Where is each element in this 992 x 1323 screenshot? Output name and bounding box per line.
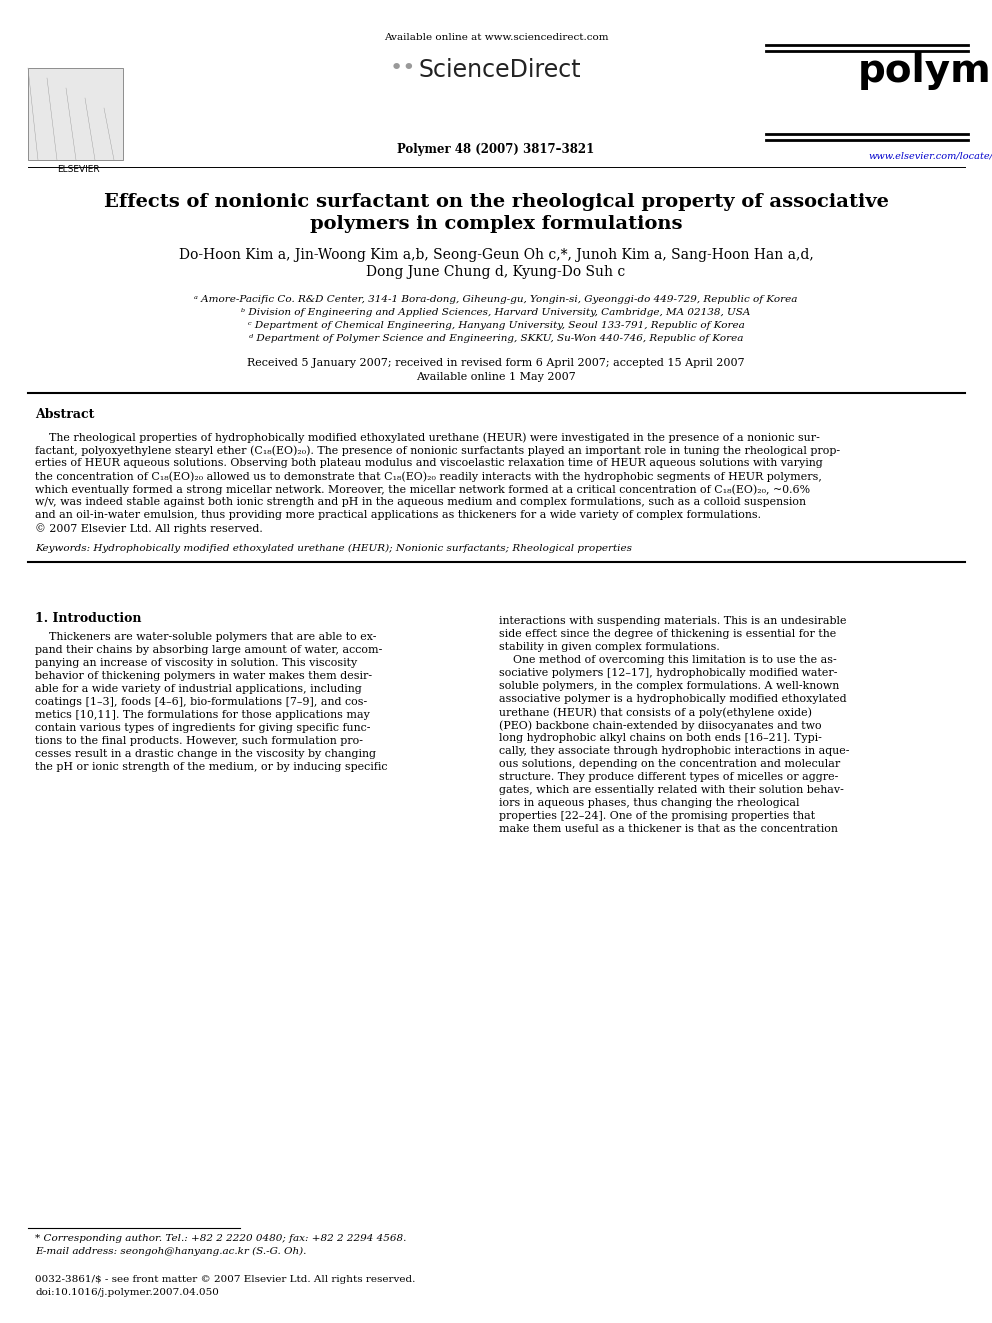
Text: pand their chains by absorbing large amount of water, accom-: pand their chains by absorbing large amo… bbox=[35, 646, 382, 655]
Text: ELSEVIER: ELSEVIER bbox=[57, 165, 99, 175]
Text: which eventually formed a strong micellar network. Moreover, the micellar networ: which eventually formed a strong micella… bbox=[35, 484, 810, 495]
Text: panying an increase of viscosity in solution. This viscosity: panying an increase of viscosity in solu… bbox=[35, 658, 357, 668]
Text: 0032-3861/$ - see front matter © 2007 Elsevier Ltd. All rights reserved.: 0032-3861/$ - see front matter © 2007 El… bbox=[35, 1275, 416, 1285]
Text: 1. Introduction: 1. Introduction bbox=[35, 613, 142, 624]
Text: * Corresponding author. Tel.: +82 2 2220 0480; fax: +82 2 2294 4568.: * Corresponding author. Tel.: +82 2 2220… bbox=[35, 1234, 407, 1244]
Text: metics [10,11]. The formulations for those applications may: metics [10,11]. The formulations for tho… bbox=[35, 710, 370, 720]
Text: (PEO) backbone chain-extended by diisocyanates and two: (PEO) backbone chain-extended by diisocy… bbox=[499, 720, 821, 730]
Text: doi:10.1016/j.polymer.2007.04.050: doi:10.1016/j.polymer.2007.04.050 bbox=[35, 1289, 219, 1297]
Text: Do-Hoon Kim a, Jin-Woong Kim a,b, Seong-Geun Oh c,*, Junoh Kim a, Sang-Hoon Han : Do-Hoon Kim a, Jin-Woong Kim a,b, Seong-… bbox=[179, 247, 813, 262]
Text: Effects of nonionic surfactant on the rheological property of associative: Effects of nonionic surfactant on the rh… bbox=[103, 193, 889, 210]
Text: cally, they associate through hydrophobic interactions in aque-: cally, they associate through hydrophobi… bbox=[499, 746, 849, 755]
Text: Received 5 January 2007; received in revised form 6 April 2007; accepted 15 Apri: Received 5 January 2007; received in rev… bbox=[247, 359, 745, 368]
Text: www.elsevier.com/locate/polymer: www.elsevier.com/locate/polymer bbox=[868, 152, 992, 161]
Text: long hydrophobic alkyl chains on both ends [16–21]. Typi-: long hydrophobic alkyl chains on both en… bbox=[499, 733, 822, 744]
Text: tions to the final products. However, such formulation pro-: tions to the final products. However, su… bbox=[35, 736, 363, 746]
Bar bbox=[28, 67, 123, 160]
Text: gates, which are essentially related with their solution behav-: gates, which are essentially related wit… bbox=[499, 785, 844, 795]
Text: coatings [1–3], foods [4–6], bio-formulations [7–9], and cos-: coatings [1–3], foods [4–6], bio-formula… bbox=[35, 697, 367, 706]
Text: Keywords: Hydrophobically modified ethoxylated urethane (HEUR); Nonionic surfact: Keywords: Hydrophobically modified ethox… bbox=[35, 544, 632, 553]
Text: the pH or ionic strength of the medium, or by inducing specific: the pH or ionic strength of the medium, … bbox=[35, 762, 388, 773]
Text: ᵇ Division of Engineering and Applied Sciences, Harvard University, Cambridge, M: ᵇ Division of Engineering and Applied Sc… bbox=[241, 308, 751, 318]
Text: able for a wide variety of industrial applications, including: able for a wide variety of industrial ap… bbox=[35, 684, 362, 695]
Text: and an oil-in-water emulsion, thus providing more practical applications as thic: and an oil-in-water emulsion, thus provi… bbox=[35, 509, 761, 520]
Text: sociative polymers [12–17], hydrophobically modified water-: sociative polymers [12–17], hydrophobica… bbox=[499, 668, 837, 677]
Text: contain various types of ingredients for giving specific func-: contain various types of ingredients for… bbox=[35, 722, 370, 733]
Text: erties of HEUR aqueous solutions. Observing both plateau modulus and viscoelasti: erties of HEUR aqueous solutions. Observ… bbox=[35, 458, 822, 468]
Text: © 2007 Elsevier Ltd. All rights reserved.: © 2007 Elsevier Ltd. All rights reserved… bbox=[35, 523, 263, 533]
Text: Available online at www.sciencedirect.com: Available online at www.sciencedirect.co… bbox=[384, 33, 608, 42]
Text: The rheological properties of hydrophobically modified ethoxylated urethane (HEU: The rheological properties of hydrophobi… bbox=[35, 433, 819, 443]
Text: behavior of thickening polymers in water makes them desir-: behavior of thickening polymers in water… bbox=[35, 671, 372, 681]
Text: make them useful as a thickener is that as the concentration: make them useful as a thickener is that … bbox=[499, 824, 838, 833]
Text: One method of overcoming this limitation is to use the as-: One method of overcoming this limitation… bbox=[499, 655, 836, 665]
Text: soluble polymers, in the complex formulations. A well-known: soluble polymers, in the complex formula… bbox=[499, 681, 839, 691]
Text: interactions with suspending materials. This is an undesirable: interactions with suspending materials. … bbox=[499, 617, 846, 626]
Text: cesses result in a drastic change in the viscosity by changing: cesses result in a drastic change in the… bbox=[35, 749, 376, 759]
Text: ScienceDirect: ScienceDirect bbox=[418, 58, 580, 82]
Text: ous solutions, depending on the concentration and molecular: ous solutions, depending on the concentr… bbox=[499, 759, 840, 769]
Text: properties [22–24]. One of the promising properties that: properties [22–24]. One of the promising… bbox=[499, 811, 815, 822]
Text: iors in aqueous phases, thus changing the rheological: iors in aqueous phases, thus changing th… bbox=[499, 798, 800, 808]
Text: associative polymer is a hydrophobically modified ethoxylated: associative polymer is a hydrophobically… bbox=[499, 695, 846, 704]
Text: structure. They produce different types of micelles or aggre-: structure. They produce different types … bbox=[499, 773, 838, 782]
Text: ᶜ Department of Chemical Engineering, Hanyang University, Seoul 133-791, Republi: ᶜ Department of Chemical Engineering, Ha… bbox=[248, 321, 744, 329]
Text: ••: •• bbox=[390, 58, 417, 78]
Text: ᵈ Department of Polymer Science and Engineering, SKKU, Su-Won 440-746, Republic : ᵈ Department of Polymer Science and Engi… bbox=[249, 333, 743, 343]
Text: w/v, was indeed stable against both ionic strength and pH in the aqueous medium : w/v, was indeed stable against both ioni… bbox=[35, 497, 806, 507]
Text: ᵃ Amore-Pacific Co. R&D Center, 314-1 Bora-dong, Giheung-gu, Yongin-si, Gyeonggi: ᵃ Amore-Pacific Co. R&D Center, 314-1 Bo… bbox=[194, 295, 798, 304]
Text: polymer: polymer bbox=[858, 52, 992, 90]
Text: side effect since the degree of thickening is essential for the: side effect since the degree of thickeni… bbox=[499, 628, 836, 639]
Text: urethane (HEUR) that consists of a poly(ethylene oxide): urethane (HEUR) that consists of a poly(… bbox=[499, 706, 812, 717]
Text: Polymer 48 (2007) 3817–3821: Polymer 48 (2007) 3817–3821 bbox=[398, 143, 594, 156]
Text: Dong June Chung d, Kyung-Do Suh c: Dong June Chung d, Kyung-Do Suh c bbox=[366, 265, 626, 279]
Text: Available online 1 May 2007: Available online 1 May 2007 bbox=[416, 372, 576, 382]
Text: factant, polyoxyethylene stearyl ether (C₁₈(EO)₂₀). The presence of nonionic sur: factant, polyoxyethylene stearyl ether (… bbox=[35, 445, 840, 455]
Text: Abstract: Abstract bbox=[35, 407, 94, 421]
Text: stability in given complex formulations.: stability in given complex formulations. bbox=[499, 642, 720, 652]
Text: Thickeners are water-soluble polymers that are able to ex-: Thickeners are water-soluble polymers th… bbox=[35, 632, 377, 642]
Text: E-mail address: seongoh@hanyang.ac.kr (S.-G. Oh).: E-mail address: seongoh@hanyang.ac.kr (S… bbox=[35, 1248, 307, 1256]
Text: the concentration of C₁₈(EO)₂₀ allowed us to demonstrate that C₁₈(EO)₂₀ readily : the concentration of C₁₈(EO)₂₀ allowed u… bbox=[35, 471, 822, 482]
Text: polymers in complex formulations: polymers in complex formulations bbox=[310, 216, 682, 233]
